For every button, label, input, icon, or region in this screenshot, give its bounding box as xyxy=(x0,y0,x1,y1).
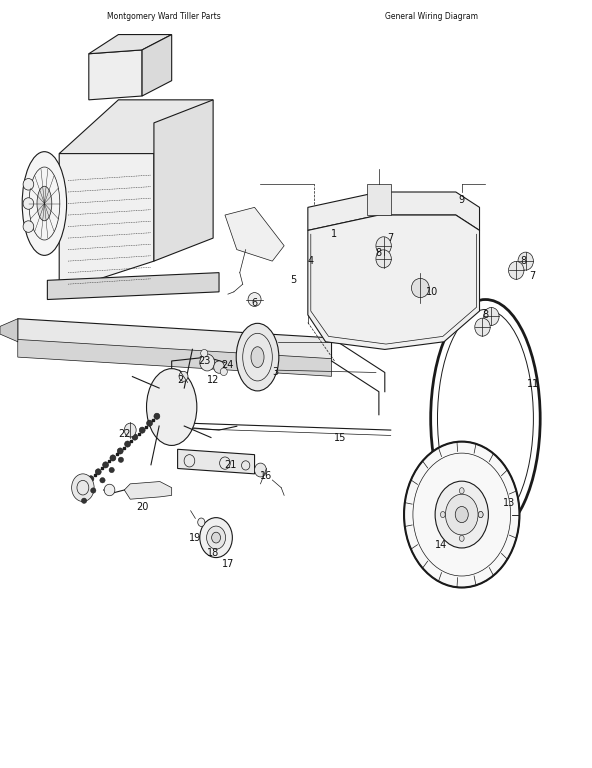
Ellipse shape xyxy=(179,372,188,382)
Ellipse shape xyxy=(23,198,34,209)
Ellipse shape xyxy=(251,347,264,368)
Ellipse shape xyxy=(440,511,445,518)
Ellipse shape xyxy=(110,455,116,461)
Ellipse shape xyxy=(459,488,464,494)
Polygon shape xyxy=(367,184,391,215)
Text: 16: 16 xyxy=(260,471,272,482)
Polygon shape xyxy=(47,273,219,300)
Ellipse shape xyxy=(37,187,52,221)
Ellipse shape xyxy=(118,457,124,462)
Text: 3: 3 xyxy=(272,367,278,378)
Polygon shape xyxy=(59,123,154,292)
Ellipse shape xyxy=(198,518,205,527)
Text: 1: 1 xyxy=(332,229,337,240)
Ellipse shape xyxy=(154,413,160,419)
Polygon shape xyxy=(225,207,284,261)
Ellipse shape xyxy=(139,427,145,433)
Polygon shape xyxy=(308,192,480,230)
Ellipse shape xyxy=(435,481,488,548)
Ellipse shape xyxy=(100,478,105,483)
Text: 6: 6 xyxy=(252,298,258,309)
Ellipse shape xyxy=(104,485,115,496)
Ellipse shape xyxy=(445,495,478,535)
Ellipse shape xyxy=(220,368,227,376)
Polygon shape xyxy=(124,482,172,499)
Text: 8: 8 xyxy=(482,310,488,320)
Ellipse shape xyxy=(81,498,86,504)
Ellipse shape xyxy=(132,434,138,440)
Text: 19: 19 xyxy=(189,532,201,543)
Text: 9: 9 xyxy=(459,194,465,205)
Text: 5: 5 xyxy=(290,275,296,286)
Ellipse shape xyxy=(117,448,123,454)
Ellipse shape xyxy=(200,518,232,558)
Ellipse shape xyxy=(404,442,519,588)
Text: 21: 21 xyxy=(225,459,237,470)
Ellipse shape xyxy=(88,475,94,482)
Ellipse shape xyxy=(376,250,391,268)
Ellipse shape xyxy=(201,349,208,357)
Ellipse shape xyxy=(236,323,279,391)
Ellipse shape xyxy=(475,318,490,336)
Ellipse shape xyxy=(91,488,96,493)
Ellipse shape xyxy=(248,293,261,306)
Ellipse shape xyxy=(509,261,524,280)
Text: Montgomery Ward Tiller Parts: Montgomery Ward Tiller Parts xyxy=(107,12,220,22)
Ellipse shape xyxy=(22,152,66,255)
Ellipse shape xyxy=(459,535,464,541)
Ellipse shape xyxy=(455,507,468,522)
Ellipse shape xyxy=(518,252,533,270)
Text: 10: 10 xyxy=(426,286,438,297)
Polygon shape xyxy=(18,319,332,361)
Ellipse shape xyxy=(124,423,136,437)
Ellipse shape xyxy=(207,526,226,549)
Ellipse shape xyxy=(255,463,266,477)
Text: 4: 4 xyxy=(308,256,314,266)
Text: 14: 14 xyxy=(435,540,447,551)
Polygon shape xyxy=(59,100,213,154)
Ellipse shape xyxy=(109,467,114,473)
Text: 2: 2 xyxy=(178,375,184,386)
Ellipse shape xyxy=(124,441,130,447)
Text: 13: 13 xyxy=(503,498,515,508)
Text: 7: 7 xyxy=(530,271,536,282)
Ellipse shape xyxy=(478,511,483,518)
Polygon shape xyxy=(308,215,480,349)
Text: 15: 15 xyxy=(334,432,346,443)
Text: 7: 7 xyxy=(388,233,394,243)
Ellipse shape xyxy=(214,361,224,373)
Ellipse shape xyxy=(211,532,220,543)
Ellipse shape xyxy=(411,279,429,298)
Polygon shape xyxy=(18,339,332,376)
Polygon shape xyxy=(89,50,142,100)
Polygon shape xyxy=(178,449,255,474)
Text: 24: 24 xyxy=(222,359,234,370)
Text: 12: 12 xyxy=(207,375,219,386)
Polygon shape xyxy=(89,35,172,54)
Ellipse shape xyxy=(23,178,34,190)
Ellipse shape xyxy=(484,307,499,326)
Ellipse shape xyxy=(102,462,108,468)
Text: 17: 17 xyxy=(222,559,234,570)
Ellipse shape xyxy=(376,237,391,255)
Polygon shape xyxy=(142,35,172,96)
Text: 18: 18 xyxy=(207,548,219,558)
Ellipse shape xyxy=(478,511,483,518)
Ellipse shape xyxy=(146,369,197,445)
Text: 11: 11 xyxy=(527,379,539,389)
Polygon shape xyxy=(154,100,213,261)
Polygon shape xyxy=(0,319,18,342)
Text: General Wiring Diagram: General Wiring Diagram xyxy=(385,12,478,22)
Ellipse shape xyxy=(72,474,94,502)
Text: 8: 8 xyxy=(376,248,382,259)
Ellipse shape xyxy=(81,482,86,488)
Text: 23: 23 xyxy=(198,356,210,366)
Ellipse shape xyxy=(23,221,34,233)
Ellipse shape xyxy=(95,468,101,475)
Text: 22: 22 xyxy=(118,429,131,439)
Ellipse shape xyxy=(200,354,214,371)
Text: 20: 20 xyxy=(136,502,148,512)
Ellipse shape xyxy=(147,420,153,426)
Text: 8: 8 xyxy=(521,256,527,266)
